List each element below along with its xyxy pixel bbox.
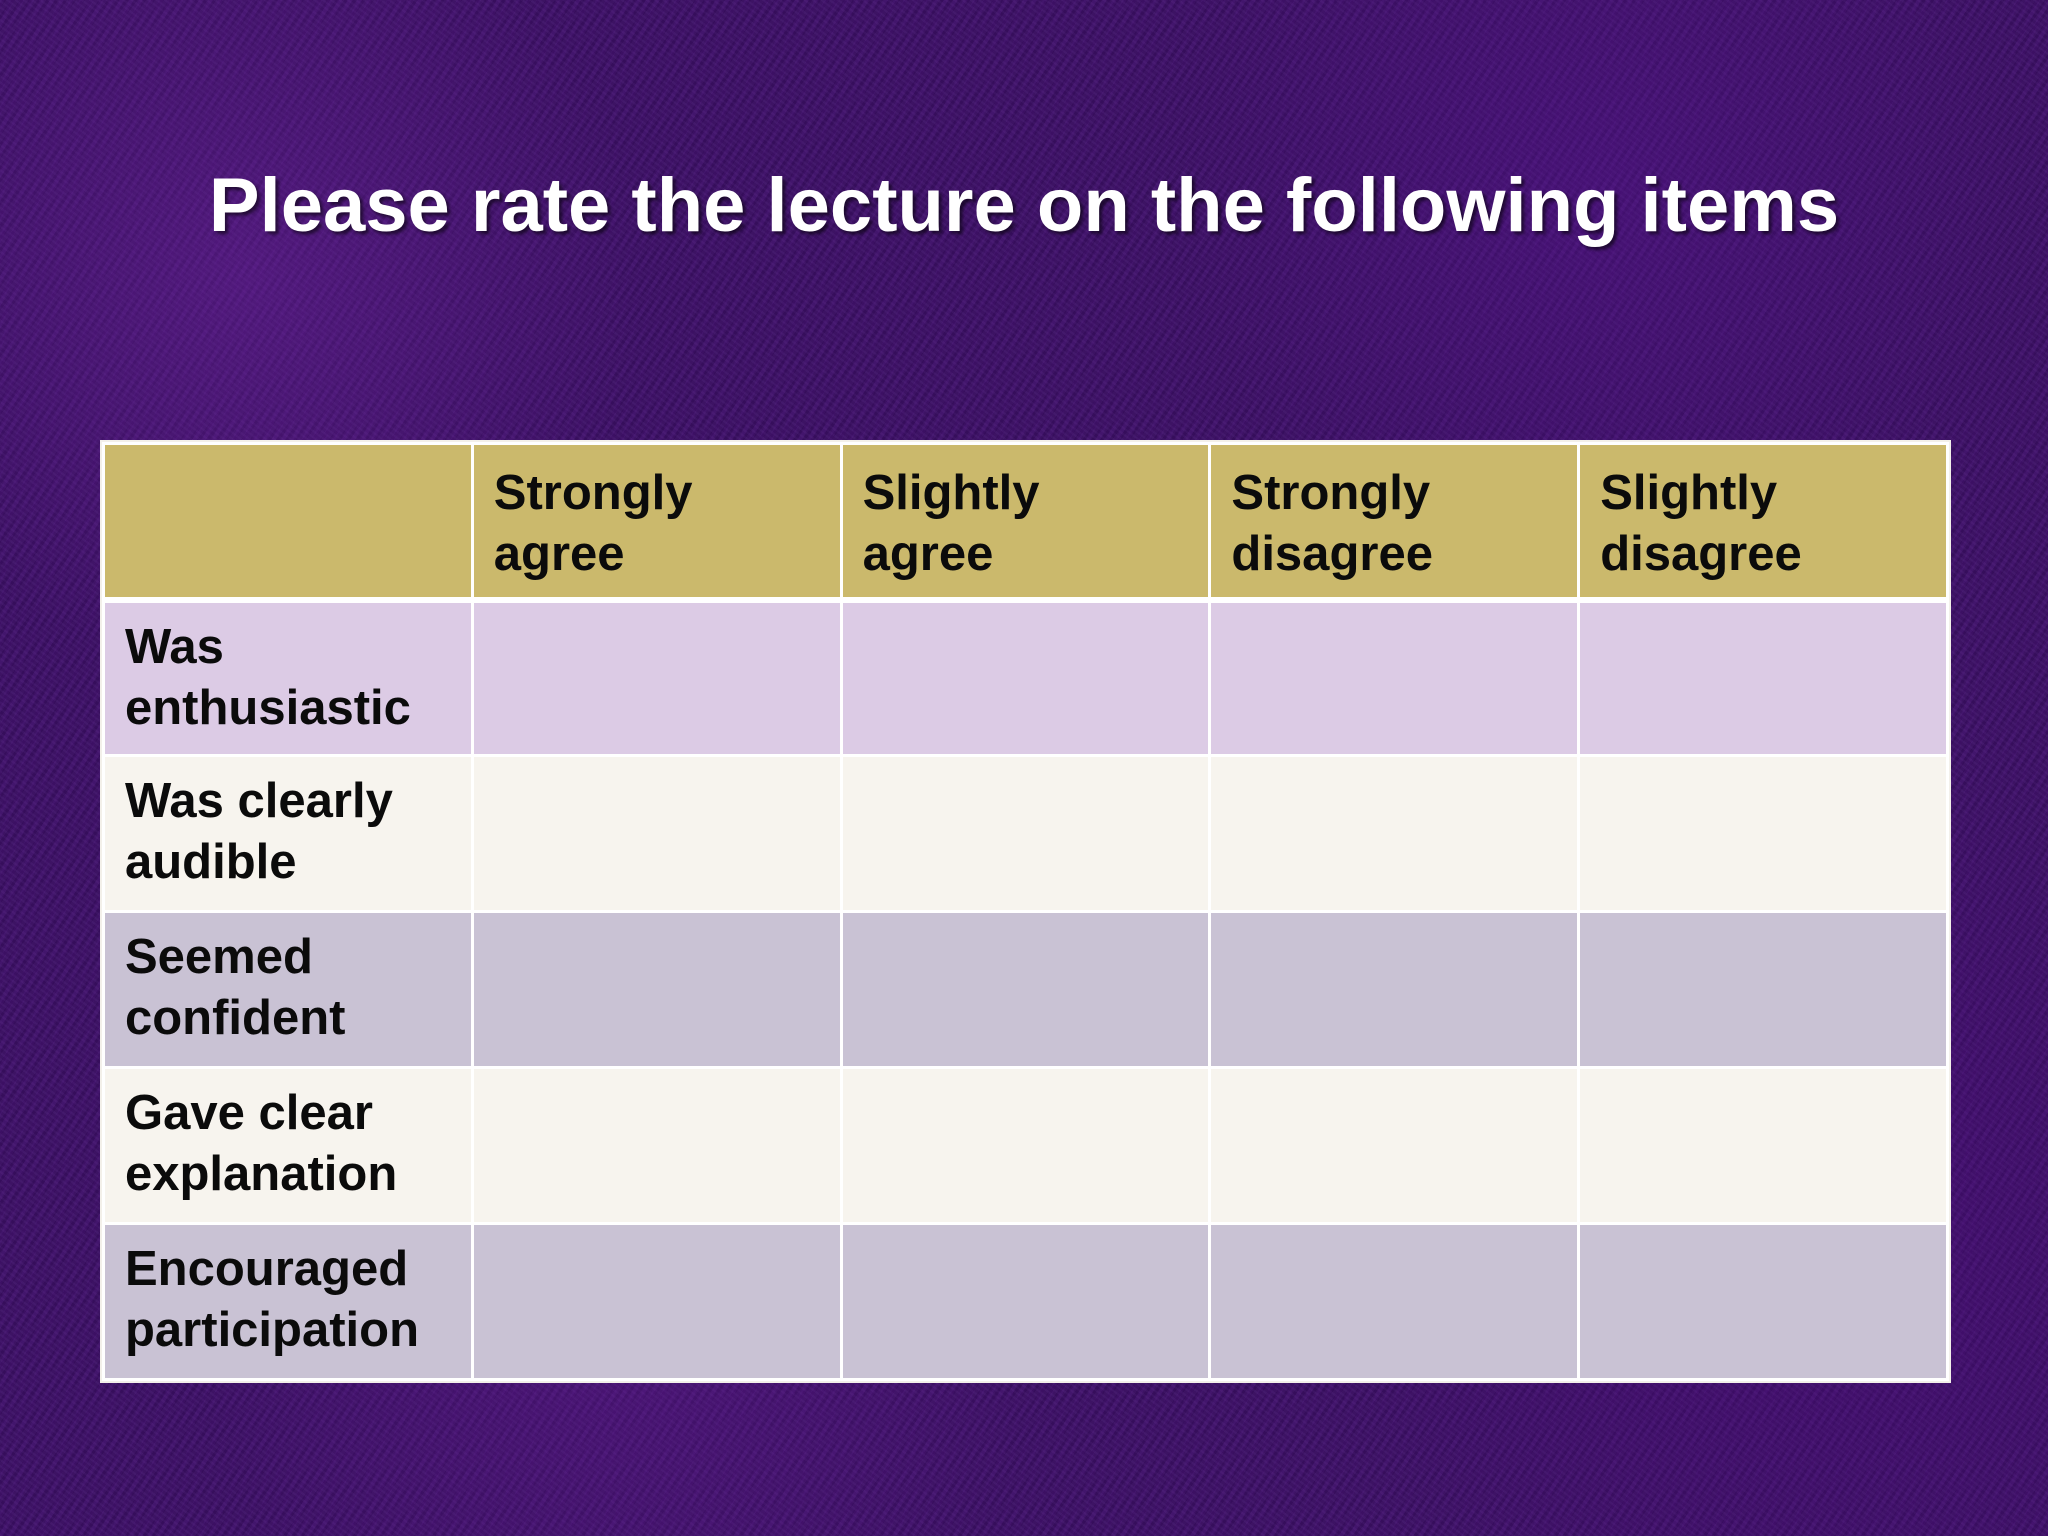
rating-cell[interactable] (839, 910, 1212, 1069)
header-row: Strongly agree Slightly agree Strongly d… (102, 442, 1949, 601)
table-row: Seemed confident (102, 910, 1949, 1069)
slide-title: Please rate the lecture on the following… (208, 163, 1840, 248)
row-label-gave-clear-explanation: Gave clear explanation (102, 1066, 474, 1225)
rating-cell[interactable] (470, 1222, 843, 1381)
table-row: Encouraged participation (102, 1222, 1949, 1381)
column-header-line: disagree (1231, 527, 1433, 581)
rating-cell[interactable] (470, 596, 843, 757)
rating-cell[interactable] (470, 910, 843, 1069)
row-label-line: audible (125, 835, 297, 889)
row-label-line: confident (125, 991, 346, 1045)
row-label-line: participation (125, 1303, 420, 1357)
column-header-strongly-disagree: Strongly disagree (1208, 442, 1581, 601)
rating-cell[interactable] (470, 754, 843, 913)
row-label-encouraged-participation: Encouraged participation (102, 1222, 474, 1381)
row-label-line: Was clearly (125, 774, 393, 828)
rating-cell[interactable] (1208, 910, 1581, 1069)
header-corner-cell (102, 442, 474, 601)
column-header-line: agree (862, 527, 994, 581)
column-header-line: Strongly (493, 466, 693, 520)
rating-cell[interactable] (1208, 1222, 1581, 1381)
column-header-line: disagree (1600, 527, 1802, 581)
rating-cell[interactable] (470, 1066, 843, 1225)
rating-cell[interactable] (1577, 1066, 1949, 1225)
row-label-was-clearly-audible: Was clearly audible (102, 754, 474, 913)
row-label-line: enthusiastic (125, 680, 411, 735)
rating-cell[interactable] (1577, 596, 1949, 757)
row-label-line: explanation (125, 1147, 398, 1201)
row-label-line: Was (125, 619, 224, 674)
rating-cell[interactable] (839, 1222, 1212, 1381)
row-label-line: Encouraged (125, 1242, 409, 1296)
rating-cell[interactable] (1208, 1066, 1581, 1225)
rating-table: Strongly agree Slightly agree Strongly d… (100, 440, 1951, 1383)
row-label-seemed-confident: Seemed confident (102, 910, 474, 1069)
row-label-line: Gave clear (125, 1086, 373, 1140)
column-header-strongly-agree: Strongly agree (470, 442, 843, 601)
row-label-was-enthusiastic: Was enthusiastic (102, 596, 474, 757)
rating-cell[interactable] (1577, 1222, 1949, 1381)
column-header-slightly-disagree: Slightly disagree (1577, 442, 1949, 601)
column-header-slightly-agree: Slightly agree (839, 442, 1212, 601)
rating-cell[interactable] (839, 1066, 1212, 1225)
rating-cell[interactable] (839, 754, 1212, 913)
rating-cell[interactable] (1208, 754, 1581, 913)
column-header-line: Slightly (862, 466, 1040, 520)
table-row: Was clearly audible (102, 754, 1949, 913)
table-row: Gave clear explanation (102, 1066, 1949, 1225)
table-row: Was enthusiastic (102, 596, 1949, 757)
column-header-line: Strongly (1231, 466, 1431, 520)
rating-cell[interactable] (1208, 596, 1581, 757)
row-label-line: Seemed (125, 930, 313, 984)
column-header-line: agree (493, 527, 625, 581)
rating-cell[interactable] (1577, 910, 1949, 1069)
rating-cell[interactable] (1577, 754, 1949, 913)
column-header-line: Slightly (1600, 466, 1778, 520)
rating-cell[interactable] (839, 596, 1212, 757)
